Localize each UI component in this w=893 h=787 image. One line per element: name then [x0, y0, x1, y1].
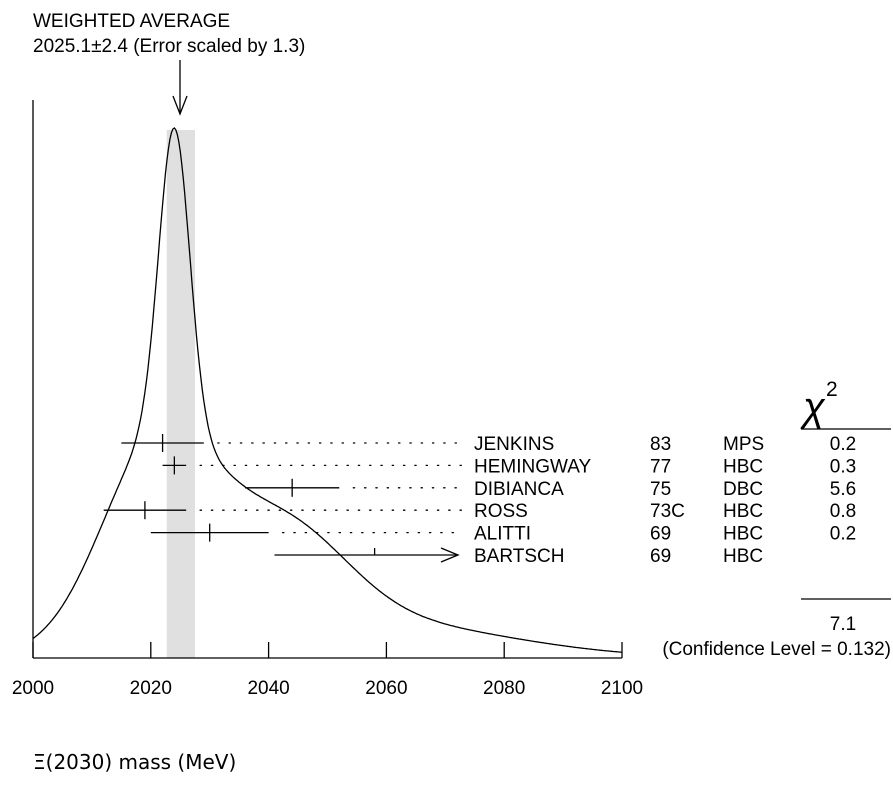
measurement-author: JENKINS	[474, 434, 554, 455]
x-tick-label: 2020	[130, 678, 172, 699]
x-tick-label: 2100	[601, 678, 643, 699]
measurement-technique: HBC	[723, 546, 763, 567]
measurement-year: 69	[650, 546, 671, 567]
measurement-chi2: 0.3	[830, 456, 856, 477]
measurement-year: 83	[650, 434, 671, 455]
measurement-year: 77	[650, 456, 671, 477]
chart-subtitle: 2025.1±2.4 (Error scaled by 1.3)	[33, 36, 305, 57]
chi2-header: χ	[800, 385, 826, 429]
x-axis-label: Ξ(2030) mass (MeV)	[33, 750, 236, 774]
x-tick-label: 2080	[483, 678, 525, 699]
measurement-author: HEMINGWAY	[474, 456, 591, 477]
x-tick-label: 2040	[247, 678, 289, 699]
measurement-author: ROSS	[474, 501, 528, 522]
measurement-author: BARTSCH	[474, 546, 564, 567]
measurement-chi2: 5.6	[830, 479, 856, 500]
chi2-total: 7.1	[830, 614, 856, 635]
x-tick-label: 2060	[365, 678, 407, 699]
measurement-row: BARTSCH 69 HBC	[274, 546, 763, 567]
measurement-chi2: 0.8	[830, 501, 856, 522]
measurement-row: JENKINS 83 MPS 0.2	[121, 434, 856, 455]
x-ticks: 2000 2020 2040 2060 2080 2100	[12, 642, 643, 699]
measurement-chi2: 0.2	[830, 524, 856, 545]
measurement-year: 75	[650, 479, 671, 500]
x-tick-label: 2000	[12, 678, 54, 699]
measurement-row: HEMINGWAY 77 HBC 0.3	[162, 456, 856, 477]
confidence-level: (Confidence Level = 0.132)	[662, 639, 891, 660]
measurement-technique: HBC	[723, 501, 763, 522]
measurement-row: ALITTI 69 HBC 0.2	[150, 523, 856, 545]
measurement-technique: DBC	[723, 479, 763, 500]
measurement-year: 69	[650, 524, 671, 545]
measurement-technique: MPS	[723, 434, 764, 455]
average-arrow-head	[172, 95, 188, 116]
measurement-author: DIBIANCA	[474, 479, 564, 500]
measurement-row: ROSS 73C HBC 0.8	[103, 501, 856, 522]
measurement-technique: HBC	[723, 524, 763, 545]
error-bar-arrow	[440, 547, 460, 563]
measurement-row: DIBIANCA 75 DBC 5.6	[245, 478, 856, 500]
measurement-chi2: 0.2	[830, 434, 856, 455]
weighted-average-band	[166, 130, 195, 658]
measurement-technique: HBC	[723, 456, 763, 477]
measurement-author: ALITTI	[474, 524, 531, 545]
chi2-header-superscript: 2	[826, 378, 838, 401]
measurement-year: 73C	[650, 501, 685, 522]
ideogram-curve	[32, 127, 623, 653]
chart-title: WEIGHTED AVERAGE	[33, 11, 230, 32]
